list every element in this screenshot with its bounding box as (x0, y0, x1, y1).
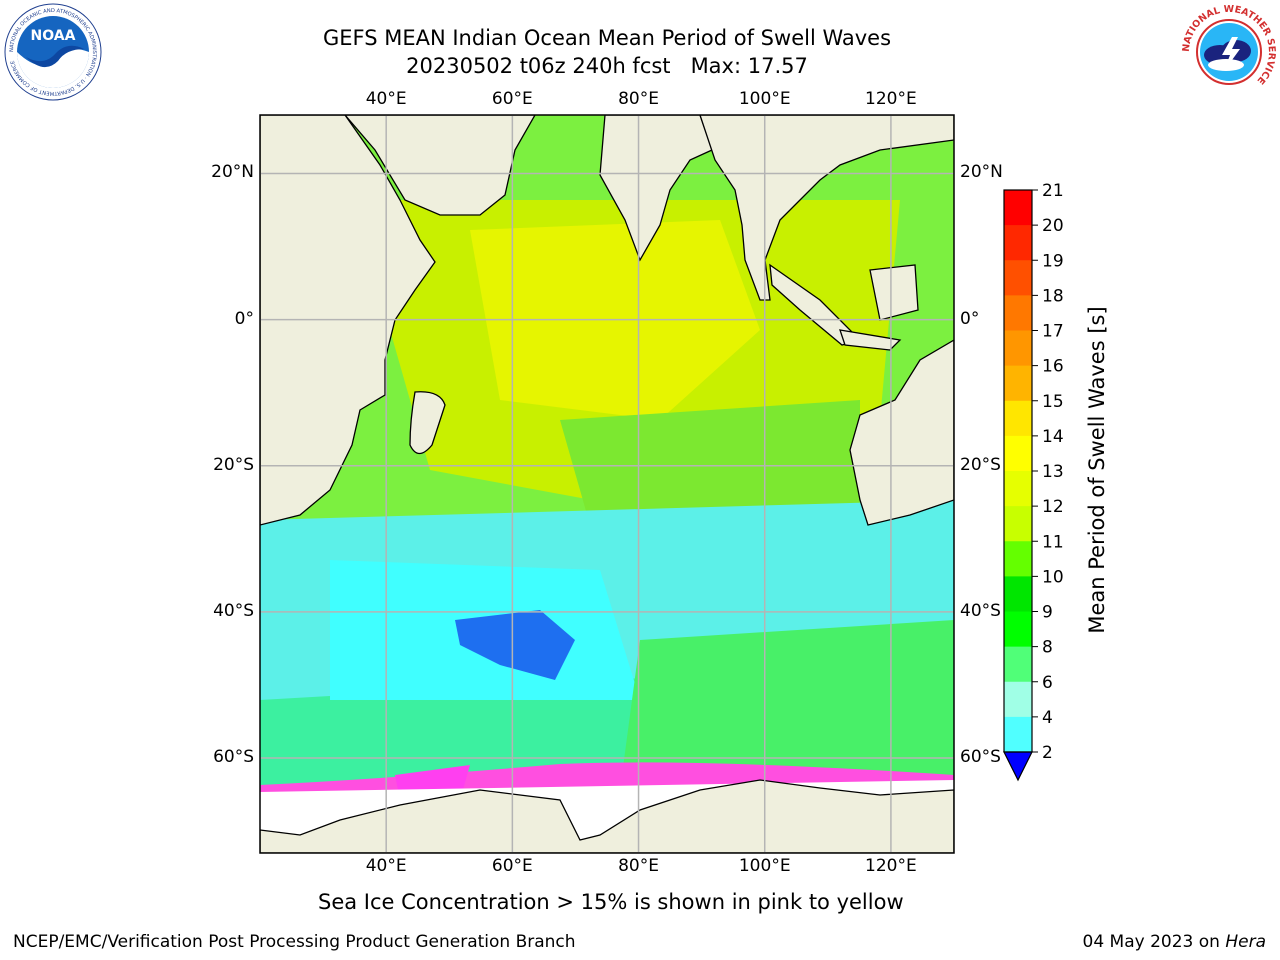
lat-tick-right-1: 0° (960, 308, 980, 329)
lat-tick-right-4: 60°S (960, 747, 1001, 767)
sea-ice-caption: Sea Ice Concentration > 15% is shown in … (318, 890, 904, 914)
lat-tick-left-4: 60°S (213, 747, 254, 767)
colorbar-extend-arrow (1003, 751, 1033, 782)
colorbar-tick-label-7: 14 (1042, 427, 1064, 447)
colorbar-tick-label-13: 8 (1042, 638, 1053, 658)
nws-logo: NATIONAL WEATHER SERVICE (1181, 4, 1277, 99)
swell-minimum-patch (455, 610, 575, 680)
host-name: Hera (1225, 932, 1266, 952)
lat-tick-right-0: 20°N (960, 162, 1003, 183)
colorbar-tick-label-10: 11 (1042, 532, 1064, 552)
colorbar-swatch-4 (1004, 330, 1032, 367)
arabia (260, 115, 536, 216)
colorbar-tick-label-14: 6 (1042, 673, 1053, 693)
colorbar-swatch-2 (1004, 260, 1032, 296)
lat-tick-right-2: 20°S (960, 454, 1001, 475)
colorbar-tick-label-11: 10 (1042, 567, 1064, 587)
lon-tick-bottom-3: 100°E (738, 856, 791, 876)
australia (849, 339, 954, 526)
lon-tick-top-2: 80°E (618, 89, 659, 109)
lat-tick-right-3: 40°S (960, 600, 1001, 621)
colorbar-swatch-13 (1004, 646, 1032, 683)
colorbar-tick-label-15: 4 (1042, 708, 1053, 728)
colorbar-tick-label-2: 19 (1042, 251, 1064, 271)
map-frame-content (260, 115, 954, 853)
colorbar-swatch-5 (1004, 365, 1032, 402)
colorbar-swatch-14 (1004, 681, 1032, 718)
lon-tick-top-1: 60°E (491, 89, 533, 109)
colorbar-swatch-1 (1004, 225, 1032, 261)
lon-tick-bottom-1: 60°E (491, 856, 533, 876)
colorbar-swatch-3 (1004, 295, 1032, 331)
map-subtitle: 20230502 t06z 240h fcst Max: 17.57 (406, 54, 808, 78)
lon-tick-top-4: 120°E (865, 89, 917, 109)
colorbar-swatch-15 (1004, 716, 1032, 753)
colorbar-swatch-11 (1004, 576, 1032, 612)
colorbar-tick-label-0: 21 (1042, 181, 1064, 201)
lon-tick-top-0: 40°E (365, 89, 407, 109)
colorbar-swatch-7 (1004, 435, 1032, 472)
lat-tick-left-3: 40°S (213, 600, 254, 621)
colorbar: 21 20 19 18 17 16 15 14 13 12 11 10 9 8 6 4 2 (1003, 181, 1064, 782)
lon-tick-bottom-0: 40°E (365, 856, 407, 876)
colorbar-tick-label-4: 17 (1042, 322, 1064, 342)
colorbar-tick-label-1: 20 (1042, 216, 1064, 236)
graticule (260, 115, 954, 853)
lon-tick-bottom-2: 80°E (618, 856, 659, 876)
colorbar-swatch-12 (1004, 611, 1032, 648)
southeast-asia (699, 115, 954, 301)
colorbar-swatch-10 (1004, 541, 1032, 577)
antarctica (260, 779, 954, 853)
lat-tick-left-0: 20°N (211, 162, 254, 183)
colorbar-tick-label-9: 12 (1042, 497, 1064, 517)
colorbar-swatch-6 (1004, 400, 1032, 437)
map-border (259, 114, 955, 854)
madagascar (409, 391, 446, 455)
borneo (869, 264, 919, 321)
run-date: 04 May 2023 on Hera (1083, 932, 1267, 952)
sumatra (769, 263, 862, 346)
colorbar-swatch-9 (1004, 506, 1032, 542)
colorbar-tick-label-6: 15 (1042, 392, 1064, 412)
colorbar-label: Mean Period of Swell Waves [s] (1085, 306, 1109, 634)
lon-tick-top-3: 100°E (738, 89, 791, 109)
colorbar-swatch-0 (1004, 190, 1032, 226)
colorbar-swatch-8 (1004, 471, 1032, 507)
colorbar-tick-label-16: 2 (1042, 743, 1053, 763)
colorbar-tick-label-3: 18 (1042, 286, 1064, 306)
lat-tick-left-2: 20°S (213, 454, 254, 475)
producer-credit: NCEP/EMC/Verification Post Processing Pr… (13, 932, 576, 952)
map-title: GEFS MEAN Indian Ocean Mean Period of Sw… (322, 26, 892, 50)
colorbar-tick-label-8: 13 (1042, 462, 1064, 482)
java (839, 329, 902, 351)
noaa-logo: NOAA NATIONAL OCEANIC AND ATMOSPHERIC AD… (4, 3, 102, 101)
run-date-text: 04 May 2023 on (1082, 932, 1226, 952)
colorbar-tick-label-5: 16 (1042, 357, 1064, 377)
lon-tick-bottom-4: 120°E (865, 856, 917, 876)
noaa-logo-text: NOAA (31, 28, 76, 44)
swell-band-antarctic (620, 620, 954, 790)
colorbar-tick-label-12: 9 (1042, 603, 1053, 623)
lat-tick-left-1: 0° (234, 308, 254, 329)
